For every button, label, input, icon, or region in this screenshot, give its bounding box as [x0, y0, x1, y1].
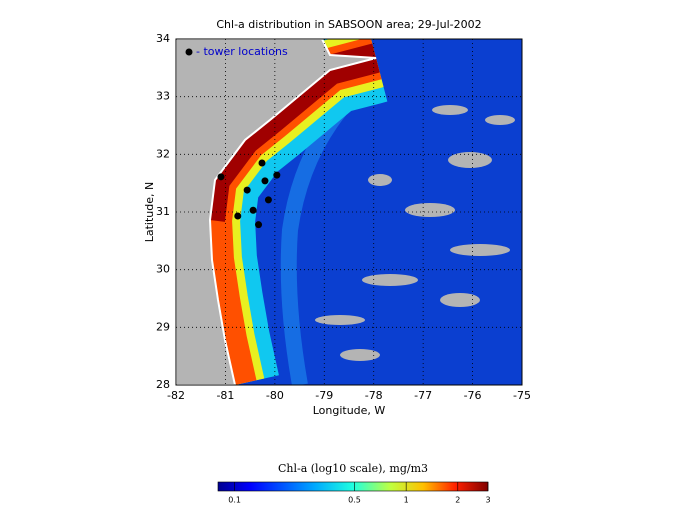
y-tick-label: 32	[156, 147, 170, 160]
tower-point	[264, 196, 272, 204]
y-tick-label: 34	[156, 32, 170, 45]
x-tick-label: -75	[513, 389, 531, 402]
tower-point	[234, 212, 242, 220]
tower-point	[255, 221, 263, 229]
tower-point	[261, 177, 269, 185]
tower-point	[217, 173, 225, 181]
colorbar-tick-label: 0.5	[348, 496, 361, 505]
x-axis-label: Longitude, W	[313, 404, 386, 417]
tower-point	[249, 206, 257, 214]
tower-point	[273, 171, 281, 179]
clouds	[315, 105, 515, 361]
legend-text: - tower locations	[196, 45, 288, 58]
colorbar-tick-label: 1	[404, 496, 409, 505]
y-tick-label: 29	[156, 320, 170, 333]
colorbar-tick-label: 2	[455, 496, 460, 505]
colorbar-tick-label: 0.1	[228, 496, 241, 505]
x-tick-label: -79	[315, 389, 333, 402]
y-tick-label: 28	[156, 378, 170, 391]
map-title: Chl-a distribution in SABSOON area; 29-J…	[216, 18, 481, 31]
x-tick-label: -80	[266, 389, 284, 402]
legend-marker	[185, 48, 193, 56]
tower-point	[258, 159, 266, 167]
tower-point	[243, 186, 251, 194]
x-tick-label: -81	[216, 389, 234, 402]
x-tick-label: -82	[167, 389, 185, 402]
y-tick-label: 30	[156, 263, 170, 276]
land	[176, 39, 377, 385]
colorbar-tick-label: 3	[485, 496, 490, 505]
x-tick-label: -78	[365, 389, 383, 402]
colorbar-label: Chl-a (log10 scale), mg/m3	[278, 462, 428, 475]
y-tick-label: 33	[156, 90, 170, 103]
y-tick-label: 31	[156, 205, 170, 218]
x-tick-label: -77	[414, 389, 432, 402]
x-tick-label: -76	[464, 389, 482, 402]
colorbar	[217, 481, 489, 492]
current-band	[280, 105, 347, 385]
y-axis-label: Latitude, N	[143, 182, 156, 243]
